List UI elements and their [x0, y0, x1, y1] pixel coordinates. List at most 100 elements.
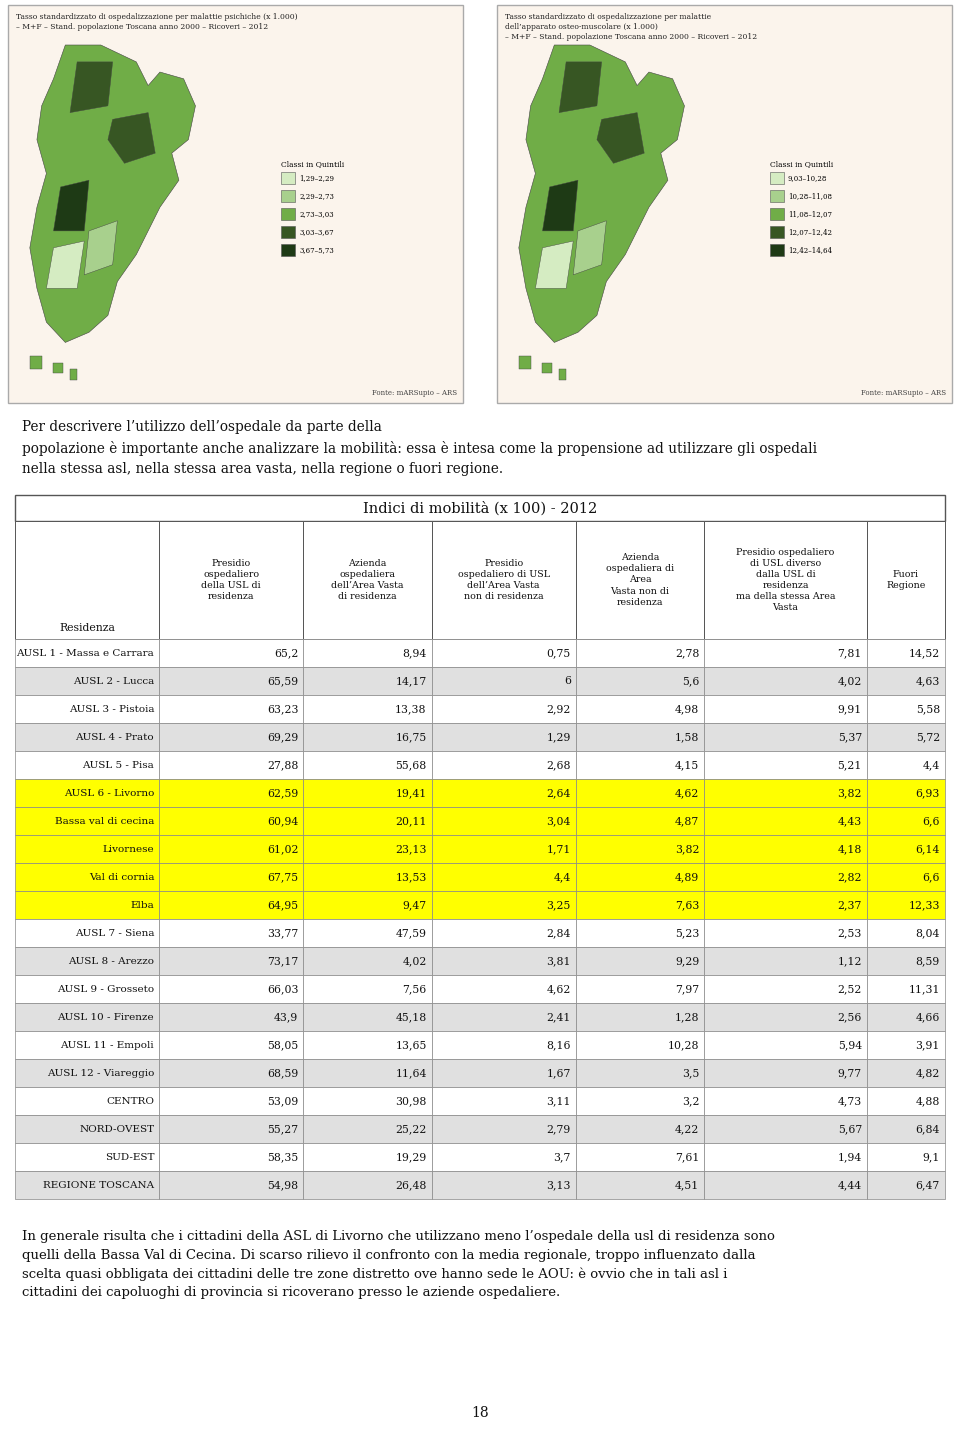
Text: 4,62: 4,62 [546, 984, 571, 994]
Bar [15, 919, 159, 948]
Text: AUSL 2 - Lucca: AUSL 2 - Lucca [73, 677, 155, 685]
Polygon shape [597, 112, 644, 163]
Bar [303, 723, 432, 752]
Bar [704, 723, 867, 752]
Bar [576, 948, 704, 975]
Text: CENTRO: CENTRO [107, 1096, 155, 1106]
Bar [576, 1143, 704, 1171]
Bar [303, 521, 432, 639]
Text: 12,33: 12,33 [908, 900, 940, 910]
Text: 4,87: 4,87 [675, 816, 699, 827]
Bar [867, 521, 945, 639]
Text: 43,9: 43,9 [274, 1012, 299, 1022]
Bar [576, 975, 704, 1004]
Text: 5,6: 5,6 [682, 675, 699, 685]
Bar [15, 1087, 159, 1115]
Bar [303, 835, 432, 863]
Text: 11,31: 11,31 [908, 984, 940, 994]
Bar [576, 521, 704, 639]
Text: In generale risulta che i cittadini della ASL di Livorno che utilizzano meno l’o: In generale risulta che i cittadini dell… [22, 1230, 775, 1299]
Polygon shape [46, 240, 84, 288]
Text: 1,29: 1,29 [546, 732, 571, 742]
Text: 5,72: 5,72 [916, 732, 940, 742]
Text: 7,56: 7,56 [402, 984, 426, 994]
Text: 19,29: 19,29 [396, 1152, 426, 1162]
Text: 68,59: 68,59 [267, 1068, 299, 1079]
Text: 12,42–14,64: 12,42–14,64 [788, 246, 832, 253]
Bar [303, 696, 432, 723]
Text: 58,05: 58,05 [267, 1040, 299, 1050]
Bar [576, 891, 704, 919]
Bar [15, 948, 159, 975]
Text: 5,37: 5,37 [838, 732, 862, 742]
Text: 1,29–2,29: 1,29–2,29 [299, 174, 334, 183]
Bar [432, 1115, 576, 1143]
Text: 5,21: 5,21 [837, 760, 862, 770]
Bar [704, 948, 867, 975]
Bar [576, 919, 704, 948]
Text: 3,2: 3,2 [682, 1096, 699, 1106]
Bar [159, 1171, 303, 1200]
Text: 2,37: 2,37 [837, 900, 862, 910]
Text: 2,84: 2,84 [546, 927, 571, 937]
Bar [432, 835, 576, 863]
Polygon shape [84, 220, 117, 275]
Text: 19,41: 19,41 [396, 788, 426, 798]
Bar [159, 723, 303, 752]
Bar [704, 1004, 867, 1031]
Polygon shape [559, 62, 602, 112]
Text: 1,67: 1,67 [546, 1068, 571, 1079]
Bar [867, 1031, 945, 1058]
Bar [15, 1171, 159, 1200]
Bar [867, 1004, 945, 1031]
Text: 66,03: 66,03 [267, 984, 299, 994]
Text: 1,94: 1,94 [838, 1152, 862, 1162]
Text: 4,4: 4,4 [554, 873, 571, 881]
Text: 67,75: 67,75 [267, 873, 299, 881]
Bar [867, 752, 945, 779]
Text: AUSL 8 - Arezzo: AUSL 8 - Arezzo [68, 956, 155, 965]
Bar [704, 667, 867, 696]
Text: Presidio
ospedaliero
della USL di
residenza: Presidio ospedaliero della USL di reside… [202, 559, 261, 600]
Text: 3,82: 3,82 [675, 844, 699, 854]
Bar [159, 696, 303, 723]
Text: Classi in Quintili: Classi in Quintili [281, 160, 345, 168]
Bar [867, 1087, 945, 1115]
Text: 4,15: 4,15 [675, 760, 699, 770]
Bar [15, 835, 159, 863]
Bar [303, 1004, 432, 1031]
Bar [432, 779, 576, 806]
Text: 65,2: 65,2 [274, 648, 299, 658]
Text: 3,25: 3,25 [546, 900, 571, 910]
Text: 3,82: 3,82 [837, 788, 862, 798]
Text: AUSL 5 - Pisa: AUSL 5 - Pisa [83, 760, 155, 769]
Text: 12,07–12,42: 12,07–12,42 [788, 228, 832, 236]
Text: Indici di mobilità (x 100) - 2012: Indici di mobilità (x 100) - 2012 [363, 501, 597, 516]
Bar [432, 1031, 576, 1058]
Bar [303, 863, 432, 891]
Text: 4,18: 4,18 [837, 844, 862, 854]
Bar [159, 919, 303, 948]
Bar [303, 919, 432, 948]
Bar [704, 919, 867, 948]
Text: 7,63: 7,63 [675, 900, 699, 910]
Bar [15, 975, 159, 1004]
Text: 4,82: 4,82 [916, 1068, 940, 1079]
Bar [770, 190, 784, 202]
Text: 45,18: 45,18 [396, 1012, 426, 1022]
Text: NORD-OVEST: NORD-OVEST [79, 1125, 155, 1133]
Bar [8, 4, 463, 403]
Bar [576, 1058, 704, 1087]
Bar [432, 975, 576, 1004]
Bar [704, 1143, 867, 1171]
Bar [704, 891, 867, 919]
Bar [303, 779, 432, 806]
Text: 1,71: 1,71 [546, 844, 571, 854]
Bar [303, 1171, 432, 1200]
Bar [770, 226, 784, 238]
Bar [159, 1115, 303, 1143]
Bar [432, 1004, 576, 1031]
Bar [159, 1087, 303, 1115]
Bar [867, 948, 945, 975]
Text: 4,02: 4,02 [402, 956, 426, 966]
